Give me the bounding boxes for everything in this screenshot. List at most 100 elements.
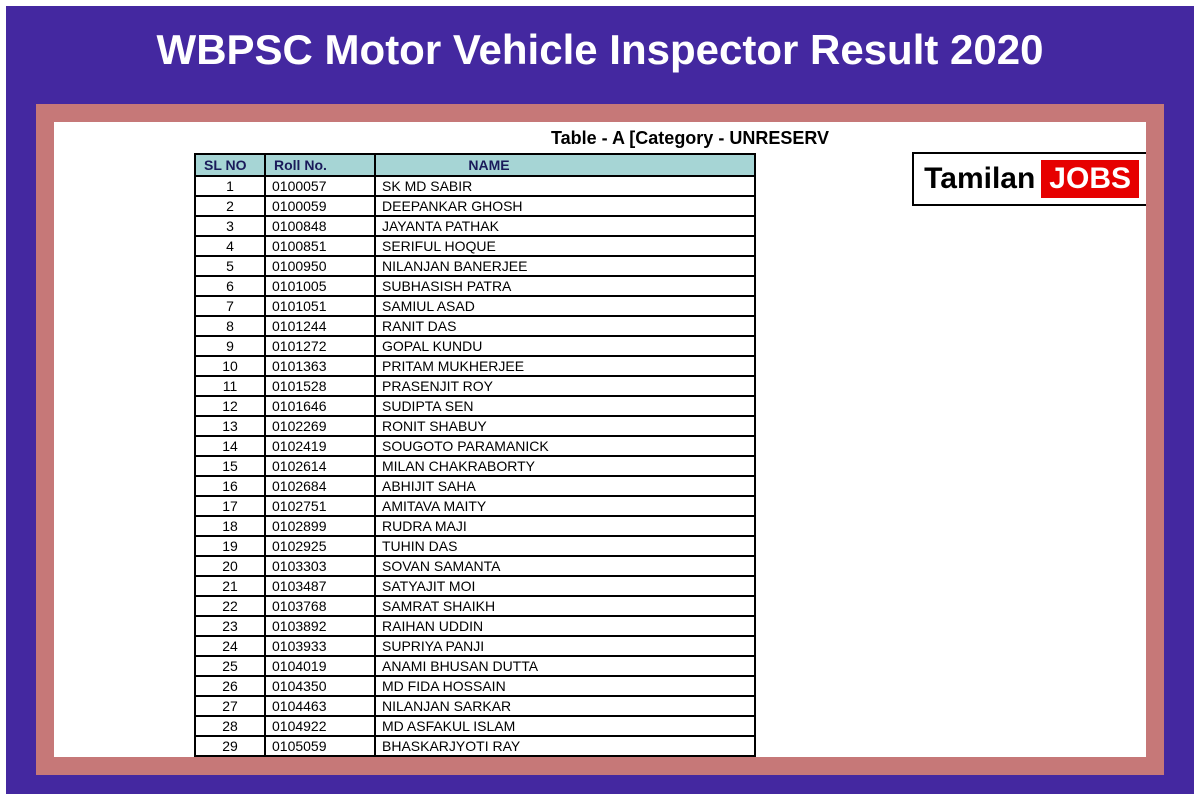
cell-roll: 0101051 <box>265 296 375 316</box>
table-row: 70101051SAMIUL ASAD <box>195 296 755 316</box>
cell-name: MD FIDA HOSSAIN <box>375 676 755 696</box>
cell-sl: 16 <box>195 476 265 496</box>
cell-roll: 0104922 <box>265 716 375 736</box>
logo-text-right: JOBS <box>1041 160 1139 198</box>
table-row: 90101272GOPAL KUNDU <box>195 336 755 356</box>
table-row: 80101244RANIT DAS <box>195 316 755 336</box>
cell-sl: 20 <box>195 556 265 576</box>
cell-sl: 6 <box>195 276 265 296</box>
cell-name: ANAMI BHUSAN DUTTA <box>375 656 755 676</box>
title-bar: WBPSC Motor Vehicle Inspector Result 202… <box>6 6 1194 94</box>
cell-name: RAIHAN UDDIN <box>375 616 755 636</box>
cell-roll: 0101272 <box>265 336 375 356</box>
table-row: 250104019ANAMI BHUSAN DUTTA <box>195 656 755 676</box>
cell-roll: 0103768 <box>265 596 375 616</box>
table-row: 120101646SUDIPTA SEN <box>195 396 755 416</box>
cell-sl: 7 <box>195 296 265 316</box>
cell-sl: 2 <box>195 196 265 216</box>
cell-name: NILANJAN SARKAR <box>375 696 755 716</box>
cell-sl: 11 <box>195 376 265 396</box>
cell-name: RONIT SHABUY <box>375 416 755 436</box>
table-row: 170102751AMITAVA MAITY <box>195 496 755 516</box>
table-row: 60101005SUBHASISH PATRA <box>195 276 755 296</box>
table-row: 110101528PRASENJIT ROY <box>195 376 755 396</box>
cell-sl: 1 <box>195 176 265 196</box>
cell-sl: 15 <box>195 456 265 476</box>
table-row: 40100851SERIFUL HOQUE <box>195 236 755 256</box>
table-row: 220103768SAMRAT SHAIKH <box>195 596 755 616</box>
cell-roll: 0103487 <box>265 576 375 596</box>
table-row: 50100950NILANJAN BANERJEE <box>195 256 755 276</box>
cell-sl: 29 <box>195 736 265 756</box>
cell-name: PRASENJIT ROY <box>375 376 755 396</box>
cell-name: SUBHASISH PATRA <box>375 276 755 296</box>
cell-roll: 0101244 <box>265 316 375 336</box>
table-row: 260104350MD FIDA HOSSAIN <box>195 676 755 696</box>
col-header-sl: SL NO <box>195 154 265 176</box>
cell-roll: 0101363 <box>265 356 375 376</box>
table-panel: Table - A [Category - UNRESERV SL NO Rol… <box>54 122 1146 757</box>
cell-roll: 0104463 <box>265 696 375 716</box>
cell-roll: 0104019 <box>265 656 375 676</box>
cell-name: ABHIJIT SAHA <box>375 476 755 496</box>
cell-roll: 0100059 <box>265 196 375 216</box>
cell-roll: 0100851 <box>265 236 375 256</box>
table-row: 230103892RAIHAN UDDIN <box>195 616 755 636</box>
cell-name: SERIFUL HOQUE <box>375 236 755 256</box>
table-row: 140102419SOUGOTO PARAMANICK <box>195 436 755 456</box>
cell-sl: 12 <box>195 396 265 416</box>
table-row: 200103303SOVAN SAMANTA <box>195 556 755 576</box>
cell-roll: 0102751 <box>265 496 375 516</box>
cell-roll: 0100950 <box>265 256 375 276</box>
table-row: 210103487SATYAJIT MOI <box>195 576 755 596</box>
cell-name: AMITAVA MAITY <box>375 496 755 516</box>
cell-name: RUDRA MAJI <box>375 516 755 536</box>
content-wrap: Table - A [Category - UNRESERV SL NO Rol… <box>36 104 1164 775</box>
cell-sl: 26 <box>195 676 265 696</box>
cell-name: SOVAN SAMANTA <box>375 556 755 576</box>
cell-sl: 19 <box>195 536 265 556</box>
table-row: 240103933SUPRIYA PANJI <box>195 636 755 656</box>
cell-name: SK MD SABIR <box>375 176 755 196</box>
cell-name: MD ASFAKUL ISLAM <box>375 716 755 736</box>
page-title: WBPSC Motor Vehicle Inspector Result 202… <box>18 26 1182 74</box>
cell-roll: 0102419 <box>265 436 375 456</box>
cell-roll: 0102269 <box>265 416 375 436</box>
cell-name: NILANJAN BANERJEE <box>375 256 755 276</box>
table-row: 100101363PRITAM MUKHERJEE <box>195 356 755 376</box>
cell-sl: 21 <box>195 576 265 596</box>
cell-name: BHASKARJYOTI RAY <box>375 736 755 756</box>
cell-name: SUDIPTA SEN <box>375 396 755 416</box>
cell-roll: 0101528 <box>265 376 375 396</box>
cell-sl: 17 <box>195 496 265 516</box>
cell-roll: 0101646 <box>265 396 375 416</box>
logo-text-left: Tamilan <box>924 162 1035 196</box>
cell-roll: 0103933 <box>265 636 375 656</box>
cell-roll: 0103303 <box>265 556 375 576</box>
cell-roll: 0102614 <box>265 456 375 476</box>
table-caption: Table - A [Category - UNRESERV <box>54 122 1146 149</box>
cell-sl: 5 <box>195 256 265 276</box>
logo-badge: Tamilan JOBS <box>912 152 1146 206</box>
table-row: 180102899RUDRA MAJI <box>195 516 755 536</box>
cell-name: SOUGOTO PARAMANICK <box>375 436 755 456</box>
cell-name: MILAN CHAKRABORTY <box>375 456 755 476</box>
cell-name: RANIT DAS <box>375 316 755 336</box>
cell-name: JAYANTA PATHAK <box>375 216 755 236</box>
cell-sl: 14 <box>195 436 265 456</box>
cell-roll: 0100848 <box>265 216 375 236</box>
table-row: 130102269RONIT SHABUY <box>195 416 755 436</box>
cell-sl: 23 <box>195 616 265 636</box>
table-row: 270104463NILANJAN SARKAR <box>195 696 755 716</box>
outer-frame: WBPSC Motor Vehicle Inspector Result 202… <box>0 0 1200 800</box>
table-row: 290105059BHASKARJYOTI RAY <box>195 736 755 756</box>
cell-name: GOPAL KUNDU <box>375 336 755 356</box>
table-row: 20100059DEEPANKAR GHOSH <box>195 196 755 216</box>
result-table: SL NO Roll No. NAME 10100057SK MD SABIR2… <box>194 153 756 757</box>
cell-name: SATYAJIT MOI <box>375 576 755 596</box>
cell-name: PRITAM MUKHERJEE <box>375 356 755 376</box>
cell-name: SAMIUL ASAD <box>375 296 755 316</box>
cell-sl: 24 <box>195 636 265 656</box>
cell-roll: 0101005 <box>265 276 375 296</box>
col-header-roll: Roll No. <box>265 154 375 176</box>
